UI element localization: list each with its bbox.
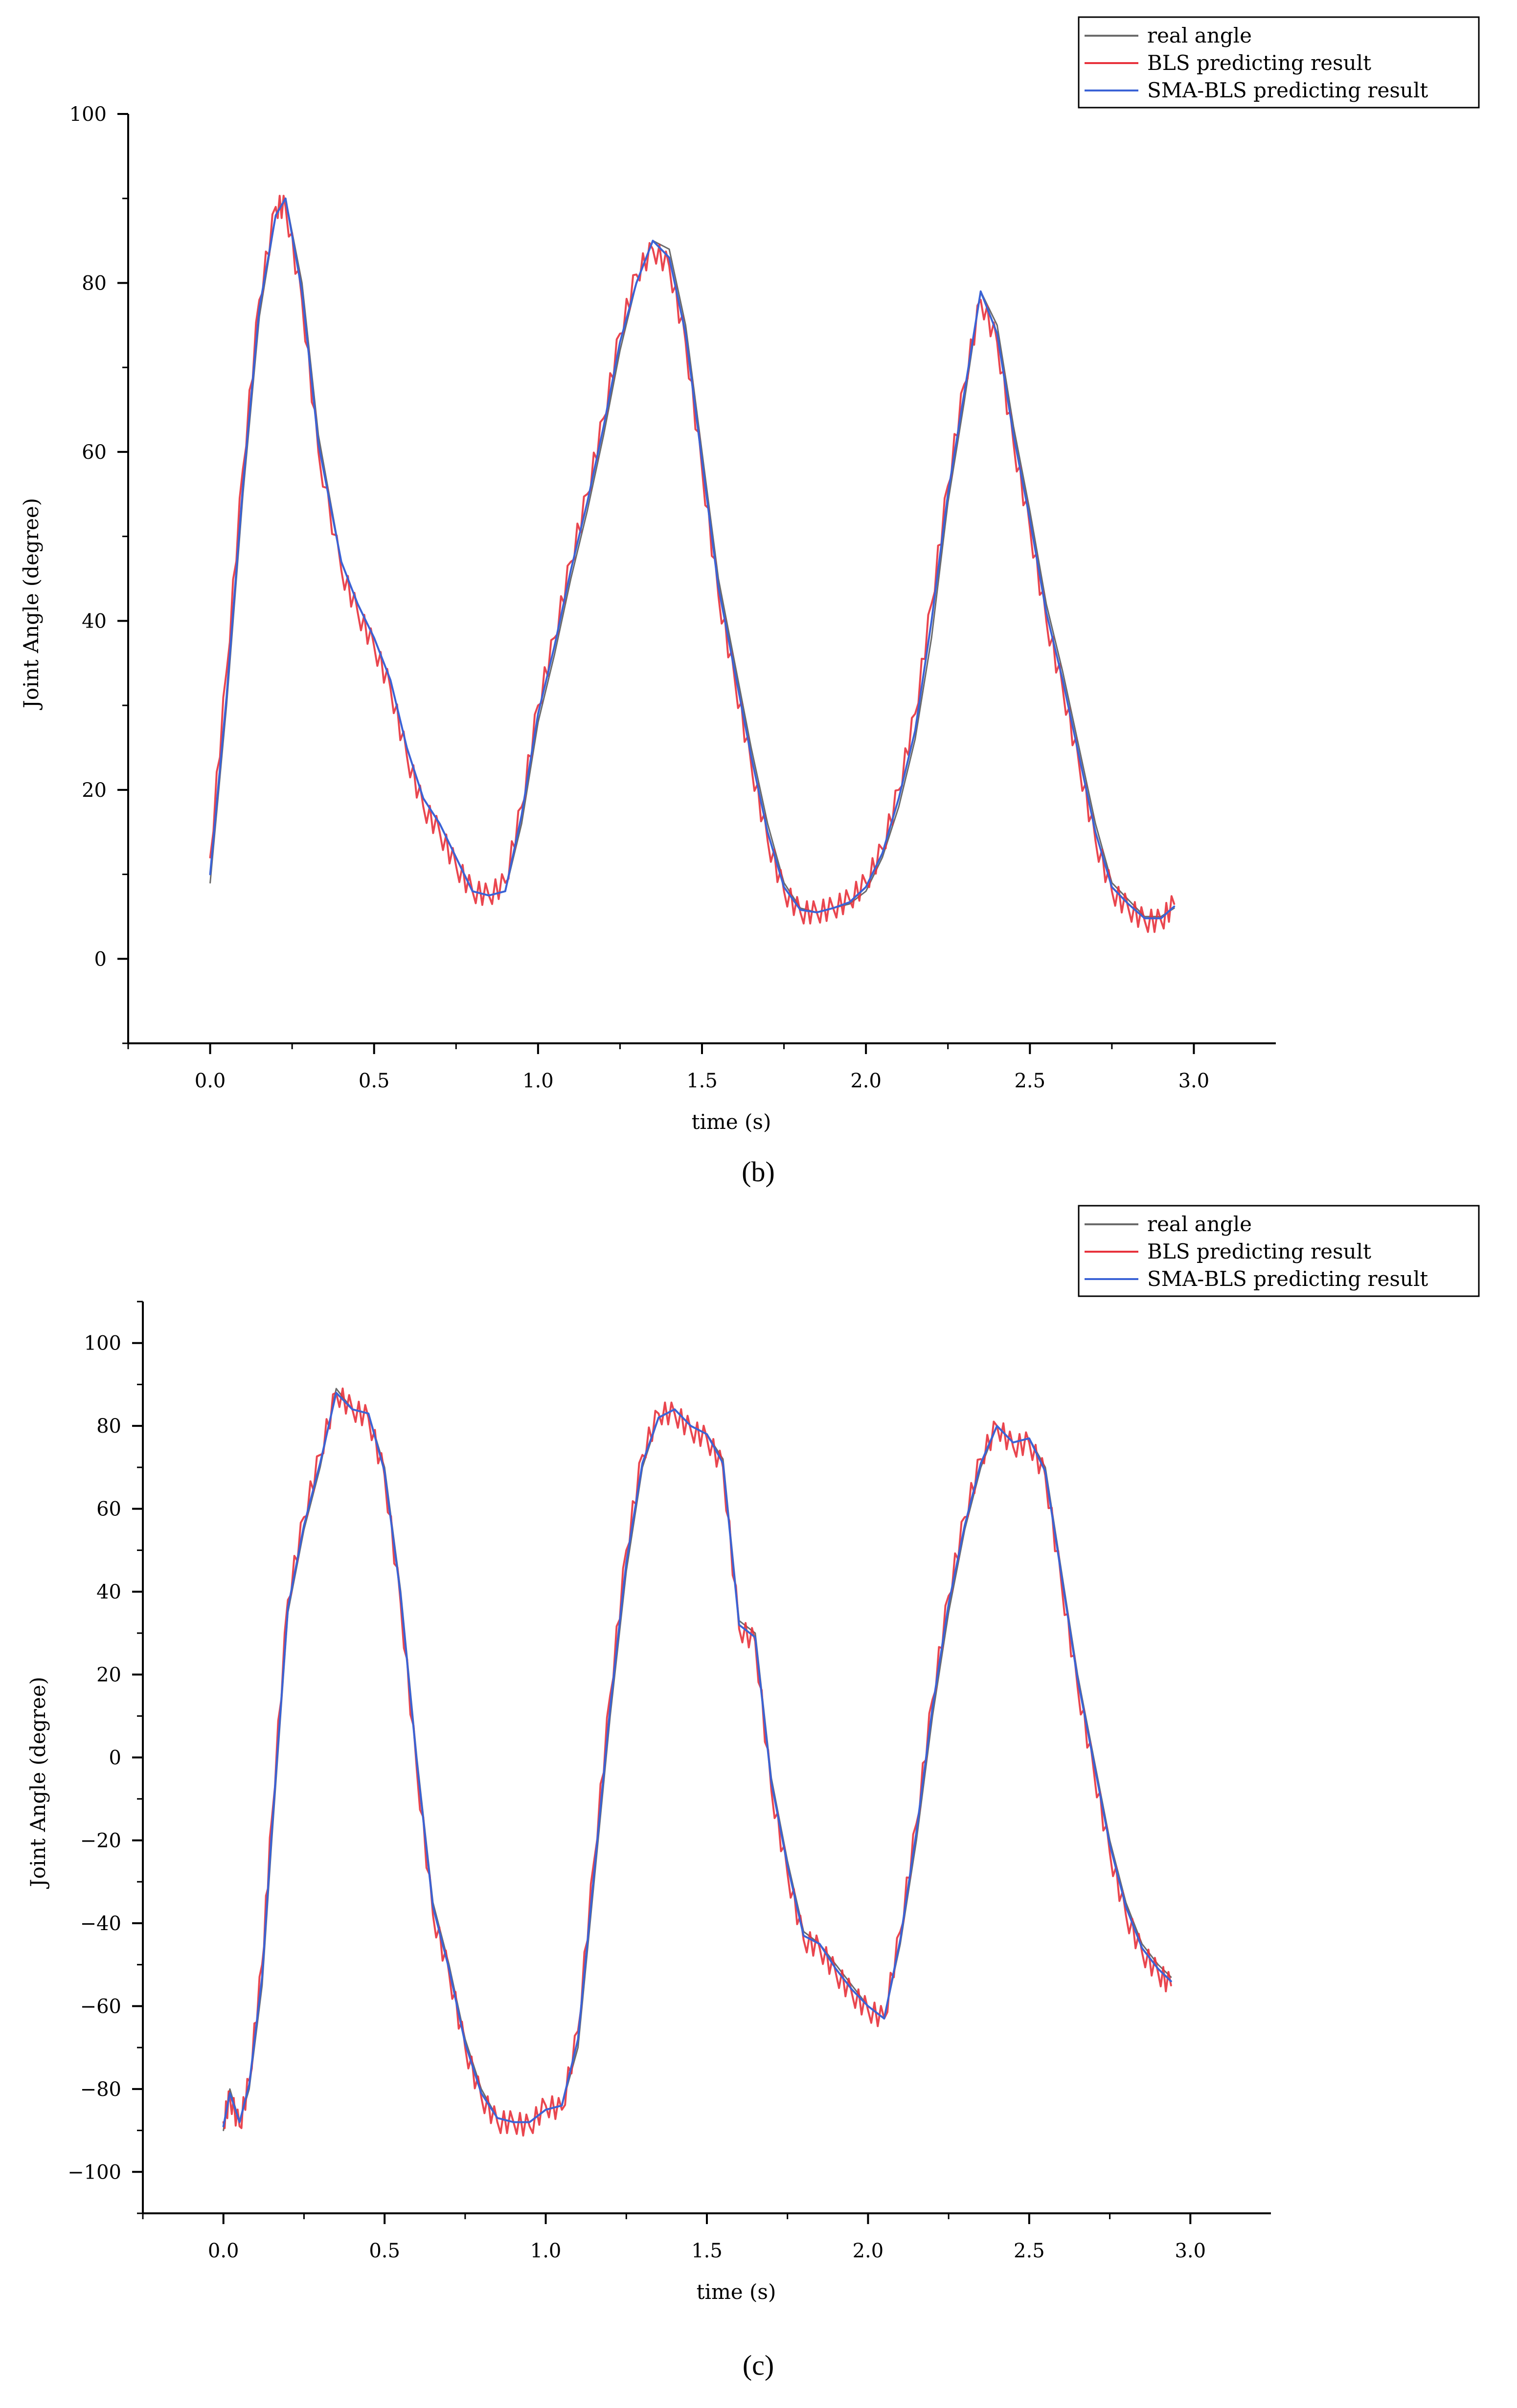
x-tick-label: 1.5 bbox=[686, 1070, 718, 1092]
series-line-real-angle bbox=[209, 198, 1175, 918]
x-tick-label: 0.0 bbox=[208, 2240, 239, 2262]
legend-box bbox=[1078, 1205, 1480, 1297]
legend-label-real-angle: real angle bbox=[1147, 1212, 1252, 1236]
x-tick-label: 2.0 bbox=[850, 1070, 882, 1092]
x-tick-label: 0.5 bbox=[369, 2240, 400, 2262]
chart-panel-c: −100 −80 −60 −40 −20 0 20 40 60 80 100 0.0 0.5 1.0 1.5… bbox=[26, 1205, 1480, 2381]
y-tick-label: 0 bbox=[94, 948, 107, 970]
x-tick-label: 1.5 bbox=[691, 2240, 723, 2262]
panel-label: (b) bbox=[742, 1156, 775, 1188]
y-tick-label: 40 bbox=[82, 610, 107, 632]
legend-label-sma-bls-predicting-result: SMA-BLS predicting result bbox=[1147, 1267, 1428, 1291]
y-tick-label: −40 bbox=[80, 1913, 121, 1935]
y-tick-label: −60 bbox=[80, 1995, 121, 2018]
y-tick-label: 80 bbox=[82, 272, 107, 294]
y-tick-label: −80 bbox=[80, 2078, 121, 2101]
y-tick-label: 80 bbox=[96, 1415, 121, 1438]
x-tick-label: 0.0 bbox=[195, 1070, 226, 1092]
series-line-sma-bls-predicting-result bbox=[209, 197, 1176, 920]
x-tick-label: 3.0 bbox=[1178, 1070, 1210, 1092]
series-line-sma-bls-predicting-result bbox=[222, 1392, 1172, 2128]
y-tick-label: 60 bbox=[82, 441, 107, 464]
x-axis-title: time (s) bbox=[697, 2280, 776, 2304]
x-tick-label: 1.0 bbox=[530, 2240, 562, 2262]
x-tick-label: 2.0 bbox=[853, 2240, 884, 2262]
x-tick-label: 1.0 bbox=[522, 1070, 554, 1092]
y-tick-label: 20 bbox=[82, 779, 107, 802]
x-tick-label: 2.5 bbox=[1014, 2240, 1045, 2262]
x-tick-label: 3.0 bbox=[1175, 2240, 1206, 2262]
y-axis-title: Joint Angle (degree) bbox=[19, 498, 43, 710]
x-axis-title: time (s) bbox=[692, 1110, 771, 1134]
legend-label-sma-bls-predicting-result: SMA-BLS predicting result bbox=[1147, 78, 1428, 102]
y-tick-label: 0 bbox=[109, 1747, 121, 1769]
y-tick-label: 100 bbox=[69, 103, 107, 126]
y-tick-label: −100 bbox=[68, 2161, 121, 2183]
series-line-bls-predicting-result bbox=[209, 195, 1176, 933]
x-tick-label: 0.5 bbox=[359, 1070, 390, 1092]
x-tick-label: 2.5 bbox=[1014, 1070, 1045, 1092]
legend-label-bls-predicting-result: BLS predicting result bbox=[1147, 1239, 1371, 1263]
chart-panel-b: 0 20 40 60 80 100 0.0 0.5 1.0 1.5 2.0 2.5 3.0 time (s… bbox=[19, 16, 1480, 1188]
legend-box bbox=[1078, 16, 1480, 109]
legend-label-bls-predicting-result: BLS predicting result bbox=[1147, 51, 1371, 75]
series-line-real-angle bbox=[223, 1388, 1172, 2131]
y-tick-label: 40 bbox=[96, 1581, 121, 1603]
legend-label-real-angle: real angle bbox=[1147, 23, 1252, 47]
series-line-bls-predicting-result bbox=[222, 1387, 1172, 2137]
y-tick-label: −20 bbox=[80, 1829, 121, 1852]
y-tick-label: 20 bbox=[96, 1664, 121, 1687]
y-tick-label: 60 bbox=[96, 1498, 121, 1521]
y-axis-title: Joint Angle (degree) bbox=[26, 1677, 50, 1889]
panel-label: (c) bbox=[743, 2349, 774, 2381]
y-tick-label: 100 bbox=[84, 1332, 121, 1355]
